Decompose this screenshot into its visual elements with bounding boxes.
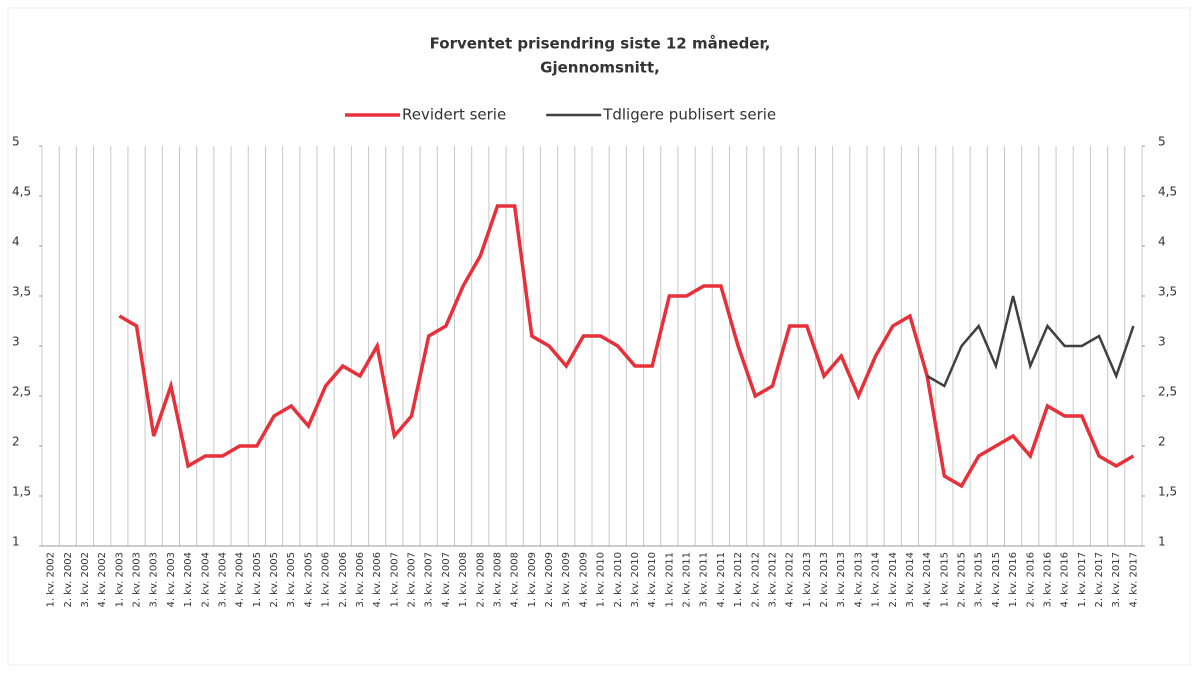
line-series xyxy=(926,295,1135,388)
y-tick-label: 5 xyxy=(12,135,20,149)
x-tick-label: 1. kv. 2004 xyxy=(183,552,194,607)
chart-subtitle: Gjennomsnitt, xyxy=(540,59,660,77)
x-tick-label: 3. kv. 2008 xyxy=(492,552,503,607)
x-tick-label: 3. kv. 2002 xyxy=(80,552,91,607)
y2-tick-label: 3,5 xyxy=(1158,285,1177,299)
y-tick-label: 2 xyxy=(12,435,20,449)
x-tick-label: 1. kv. 2011 xyxy=(664,552,675,607)
x-tick-label: 2. kv. 2005 xyxy=(269,552,280,607)
x-tick-label: 1. kv. 2015 xyxy=(939,552,950,607)
x-tick-label: 4. kv. 2014 xyxy=(922,552,933,607)
x-tick-label: 4. kv. 2007 xyxy=(441,552,452,607)
x-tick-label: 2. kv. 2013 xyxy=(819,552,830,607)
x-tick-label: 3. kv. 2015 xyxy=(974,552,985,607)
x-tick-label: 1. kv. 2006 xyxy=(321,552,332,607)
x-tick-label: 4. kv. 2013 xyxy=(853,552,864,607)
x-tick-label: 4. kv. 2002 xyxy=(97,552,108,607)
y-tick-label: 1,5 xyxy=(12,485,31,499)
x-tick-label: 1. kv. 2012 xyxy=(733,552,744,607)
x-tick-label: 2. kv. 2006 xyxy=(338,552,349,607)
x-tick-label: 4. kv. 2006 xyxy=(372,552,383,607)
x-tick-label: 3. kv. 2004 xyxy=(217,552,228,607)
y-tick-label: 2,5 xyxy=(12,385,31,399)
x-tick-label: 3. kv. 2007 xyxy=(424,552,435,607)
legend-label: Tdligere publisert serie xyxy=(602,106,776,124)
x-tick-label: 2. kv. 2016 xyxy=(1025,552,1036,607)
line-series xyxy=(118,204,1135,489)
x-tick-label: 3. kv. 2016 xyxy=(1042,552,1053,607)
x-tick-label: 3. kv. 2014 xyxy=(905,552,916,607)
x-tick-label: 4. kv. 2011 xyxy=(716,552,727,607)
y2-tick-label: 2 xyxy=(1158,435,1166,449)
x-tick-label: 4. kv. 2003 xyxy=(166,552,177,607)
y2-tick-label: 1 xyxy=(1158,535,1166,549)
x-tick-label: 2. kv. 2012 xyxy=(750,552,761,607)
x-tick-label: 3. kv. 2003 xyxy=(149,552,160,607)
y2-tick-label: 3 xyxy=(1158,335,1166,349)
x-tick-label: 2. kv. 2015 xyxy=(957,552,968,607)
chart-title: Forventet prisendring siste 12 måneder, xyxy=(430,35,771,53)
x-tick-label: 3. kv. 2012 xyxy=(767,552,778,607)
y2-tick-label: 4 xyxy=(1158,235,1166,249)
x-tick-label: 1. kv. 2013 xyxy=(802,552,813,607)
x-tick-label: 4. kv. 2012 xyxy=(785,552,796,607)
x-tick-label: 2. kv. 2011 xyxy=(682,552,693,607)
x-tick-label: 2. kv. 2003 xyxy=(132,552,143,607)
x-tick-label: 1. kv. 2005 xyxy=(252,552,263,607)
x-tick-label: 1. kv. 2008 xyxy=(458,552,469,607)
y-tick-label: 3 xyxy=(12,335,20,349)
x-tick-label: 3. kv. 2011 xyxy=(699,552,710,607)
x-tick-label: 2. kv. 2009 xyxy=(544,552,555,607)
x-tick-label: 4. kv. 2016 xyxy=(1060,552,1071,607)
x-tick-label: 1. kv. 2014 xyxy=(871,552,882,607)
legend-label: Revidert serie xyxy=(402,106,506,124)
x-tick-label: 2. kv. 2014 xyxy=(888,552,899,607)
x-tick-label: 1. kv. 2016 xyxy=(1008,552,1019,607)
x-tick-label: 2. kv. 2017 xyxy=(1094,552,1105,607)
x-tick-label: 2. kv. 2010 xyxy=(613,552,624,607)
x-tick-label: 3. kv. 2013 xyxy=(836,552,847,607)
x-tick-label: 1. kv. 2017 xyxy=(1077,552,1088,607)
x-tick-label: 1. kv. 2009 xyxy=(527,552,538,607)
y2-tick-label: 4,5 xyxy=(1158,185,1177,199)
y-tick-label: 4,5 xyxy=(12,185,31,199)
x-tick-label: 2. kv. 2004 xyxy=(200,552,211,607)
y-tick-label: 1 xyxy=(12,535,20,549)
x-tick-label: 2. kv. 2008 xyxy=(475,552,486,607)
x-tick-label: 1. kv. 2003 xyxy=(114,552,125,607)
x-tick-label: 4. kv. 2004 xyxy=(235,552,246,607)
x-tick-label: 4. kv. 2017 xyxy=(1128,552,1139,607)
y2-tick-label: 5 xyxy=(1158,135,1166,149)
x-tick-label: 3. kv. 2006 xyxy=(355,552,366,607)
x-tick-label: 3. kv. 2010 xyxy=(630,552,641,607)
x-tick-label: 1. kv. 2010 xyxy=(596,552,607,607)
x-tick-label: 4. kv. 2008 xyxy=(510,552,521,607)
y-tick-label: 3,5 xyxy=(12,285,31,299)
x-tick-label: 4. kv. 2010 xyxy=(647,552,658,607)
y-tick-label: 4 xyxy=(12,235,20,249)
x-tick-label: 3. kv. 2009 xyxy=(561,552,572,607)
x-tick-label: 4. kv. 2015 xyxy=(991,552,1002,607)
x-tick-label: 4. kv. 2009 xyxy=(578,552,589,607)
x-tick-label: 2. kv. 2007 xyxy=(407,552,418,607)
x-tick-label: 1. kv. 2007 xyxy=(389,552,400,607)
y2-tick-label: 1,5 xyxy=(1158,485,1177,499)
x-tick-label: 3. kv. 2017 xyxy=(1111,552,1122,607)
x-tick-label: 3. kv. 2005 xyxy=(286,552,297,607)
x-tick-label: 1. kv. 2002 xyxy=(46,552,57,607)
x-tick-label: 4. kv. 2005 xyxy=(303,552,314,607)
y2-tick-label: 2,5 xyxy=(1158,385,1177,399)
x-tick-label: 2. kv. 2002 xyxy=(63,552,74,607)
